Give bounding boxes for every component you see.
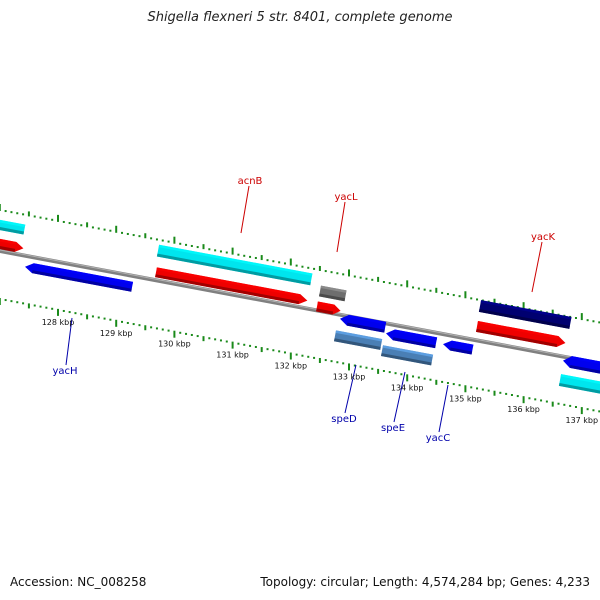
gene-highlight bbox=[156, 267, 301, 297]
gene-highlight bbox=[451, 340, 474, 348]
gene-shadow bbox=[569, 364, 600, 376]
gene-labels: acnB yacL yacK yacH speD speE yacC bbox=[52, 176, 555, 444]
gene-highlight bbox=[348, 314, 387, 325]
gene-feature[interactable] bbox=[475, 321, 566, 348]
gene-features bbox=[0, 218, 600, 396]
gene-yacK[interactable] bbox=[478, 300, 572, 329]
gene-yacH[interactable] bbox=[24, 262, 134, 292]
gene-shadow bbox=[318, 293, 346, 302]
axis-tick-label: 136 kbp bbox=[507, 405, 540, 414]
gene-shadow bbox=[0, 244, 16, 252]
gene-shadow bbox=[156, 253, 311, 286]
axis-tick-label: 134 kbp bbox=[391, 383, 424, 392]
gene-feature[interactable] bbox=[442, 339, 474, 355]
genome-backbone bbox=[0, 249, 600, 366]
gene-shadow bbox=[392, 337, 436, 349]
label-line-yacK bbox=[531, 241, 543, 293]
axis-tick-label: 130 kbp bbox=[158, 340, 191, 349]
axis-tick-label: 128 kbp bbox=[42, 318, 75, 327]
axis-tick-label: 133 kbp bbox=[333, 372, 366, 381]
gene-shadow bbox=[558, 382, 600, 396]
gene-highlight bbox=[571, 356, 600, 366]
axis-tick-label: 135 kbp bbox=[449, 394, 482, 403]
gene-feature[interactable] bbox=[558, 374, 600, 396]
gene-body bbox=[475, 321, 566, 347]
gene-label-acnB: acnB bbox=[238, 176, 263, 187]
gene-shadow bbox=[449, 347, 473, 355]
gene-highlight bbox=[0, 218, 26, 228]
gene-highlight bbox=[382, 345, 434, 358]
gene-highlight bbox=[0, 237, 17, 245]
gene-acnB[interactable] bbox=[156, 244, 313, 286]
label-line-yacL bbox=[336, 201, 346, 253]
gene-feature[interactable] bbox=[0, 218, 26, 235]
gene-yacC[interactable] bbox=[562, 355, 600, 376]
gene-highlight bbox=[320, 285, 347, 293]
gene-shadow bbox=[478, 308, 570, 329]
gene-feature[interactable] bbox=[318, 285, 347, 302]
backbone-line bbox=[0, 249, 600, 366]
gene-highlight bbox=[317, 301, 335, 308]
gene-highlight bbox=[480, 300, 572, 320]
gene-shadow bbox=[346, 322, 385, 333]
gene-feature[interactable] bbox=[155, 267, 308, 305]
gene-shadow bbox=[380, 353, 432, 366]
genome-summary-text: Topology: circular; Length: 4,574,284 bp… bbox=[260, 575, 590, 589]
gene-shadow bbox=[475, 328, 558, 347]
accession-text: Accession: NC_008258 bbox=[10, 575, 147, 589]
gene-feature[interactable] bbox=[339, 313, 387, 333]
gene-label-speE: speE bbox=[381, 423, 405, 434]
gene-shadow bbox=[31, 270, 132, 292]
gene-feature[interactable] bbox=[385, 328, 438, 349]
gene-speE[interactable] bbox=[380, 345, 434, 366]
label-line-acnB bbox=[240, 185, 250, 234]
gene-highlight bbox=[477, 321, 559, 339]
gene-speD[interactable] bbox=[333, 330, 383, 350]
gene-label-yacH: yacH bbox=[52, 366, 77, 377]
label-line-speE bbox=[393, 371, 406, 423]
label-line-speD bbox=[344, 364, 357, 414]
gene-yacL[interactable] bbox=[316, 301, 341, 316]
axis-tick-label: 137 kbp bbox=[565, 416, 598, 425]
gene-shadow bbox=[155, 274, 300, 305]
gene-feature[interactable] bbox=[0, 237, 24, 253]
gene-body bbox=[478, 300, 572, 329]
gene-highlight bbox=[335, 330, 383, 342]
gene-highlight bbox=[560, 374, 600, 386]
axis-tick-label: 129 kbp bbox=[100, 329, 133, 338]
gene-shadow bbox=[0, 225, 25, 235]
backbone-highlight bbox=[0, 249, 600, 363]
kbp-axis-labels: 128 kbp 129 kbp 130 kbp 131 kbp 132 kbp 133 k… bbox=[42, 318, 598, 425]
gene-highlight bbox=[33, 263, 134, 285]
label-line-yacH bbox=[65, 317, 73, 366]
gene-body bbox=[558, 374, 600, 396]
gene-label-speD: speD bbox=[331, 414, 357, 425]
gene-label-yacC: yacC bbox=[426, 433, 451, 444]
gene-label-yacK: yacK bbox=[531, 232, 556, 243]
gene-shadow bbox=[316, 308, 334, 315]
gene-highlight bbox=[158, 244, 313, 276]
gene-label-yacL: yacL bbox=[334, 192, 358, 203]
gene-body bbox=[0, 237, 24, 252]
gene-highlight bbox=[394, 329, 438, 340]
map-title: Shigella flexneri 5 str. 8401, complete … bbox=[147, 10, 453, 25]
tick-marks bbox=[0, 203, 600, 415]
label-line-yacC bbox=[438, 384, 449, 433]
gene-body bbox=[156, 244, 313, 286]
axis-tick-label: 131 kbp bbox=[216, 351, 249, 360]
gene-shadow bbox=[333, 338, 381, 350]
axis-tick-label: 132 kbp bbox=[274, 362, 307, 371]
